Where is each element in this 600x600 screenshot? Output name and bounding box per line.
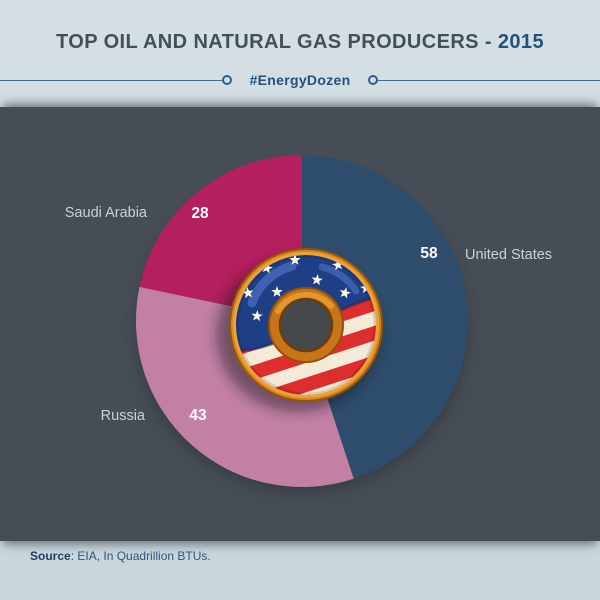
source-label: Source <box>30 549 71 563</box>
header: TOP OIL AND NATURAL GAS PRODUCERS - 2015… <box>0 0 600 107</box>
slice-label-russia: Russia <box>100 408 145 424</box>
divider-line-left <box>0 79 222 81</box>
page-title-year: 2015 <box>497 31 544 53</box>
source-note: Source: EIA, In Quadrillion BTUs. <box>0 541 600 563</box>
chart-panel: 58 United States Saudi Arabia 28 Russia … <box>0 107 600 541</box>
footer: Source: EIA, In Quadrillion BTUs. <box>0 541 600 600</box>
american-flag-donut-icon <box>216 248 383 412</box>
divider-line-right <box>378 79 600 81</box>
divider-ring-right-icon <box>368 75 379 85</box>
hashtag-label: #EnergyDozen <box>249 72 351 88</box>
slice-value-russia: 43 <box>189 407 207 424</box>
page-title: TOP OIL AND NATURAL GAS PRODUCERS - 2015 <box>0 0 600 54</box>
page-title-main: TOP OIL AND NATURAL GAS PRODUCERS - <box>56 31 498 53</box>
slice-value-united-states: 58 <box>420 245 438 262</box>
pie-chart <box>135 154 469 494</box>
hashtag-divider: #EnergyDozen <box>0 72 600 88</box>
slice-value-saudi-arabia: 28 <box>191 205 209 222</box>
slice-label-saudi-arabia: Saudi Arabia <box>64 205 147 221</box>
slice-label-united-states: United States <box>465 247 553 263</box>
source-text: : EIA, In Quadrillion BTUs. <box>70 549 211 563</box>
divider-ring-left-icon <box>221 75 232 85</box>
